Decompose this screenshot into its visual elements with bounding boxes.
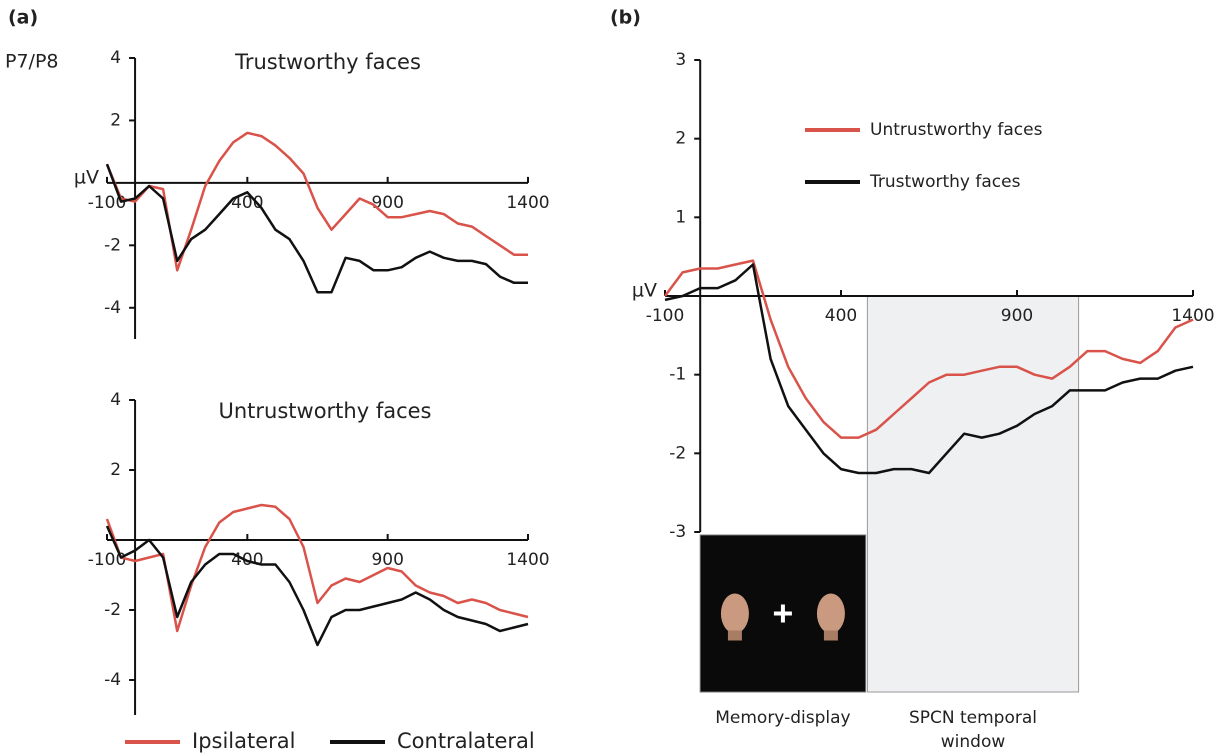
series-line [105, 503, 529, 633]
x-tick-label: 900 [371, 193, 403, 213]
panel-label: (b) [610, 7, 641, 29]
series-line [105, 525, 529, 647]
panel-label: (a) [8, 7, 38, 29]
y-tick-label: -4 [104, 298, 121, 318]
face [816, 593, 845, 634]
y-tick-label: -4 [104, 670, 121, 690]
face [720, 593, 749, 634]
x-tick-label: 1400 [506, 193, 549, 213]
series-line [105, 163, 528, 294]
window-label: SPCN temporal [909, 708, 1037, 728]
x-tick-label: -100 [88, 550, 127, 570]
legend-label: Untrustworthy faces [870, 120, 1043, 140]
x-tick-label: 400 [825, 306, 857, 326]
y-tick-label: -1 [669, 365, 686, 385]
x-tick-label: 400 [231, 193, 263, 213]
x-tick-label: 1400 [506, 550, 549, 570]
series-line [664, 263, 1194, 475]
neck [727, 630, 742, 641]
y-tick-label: 2 [110, 460, 121, 480]
y-tick-label: 1 [675, 207, 686, 227]
x-tick-label: -100 [646, 306, 685, 326]
y-axis-label: µV [74, 166, 99, 188]
inset-label: Memory-display [715, 708, 850, 728]
x-tick-label: 900 [371, 550, 403, 570]
y-tick-label: -3 [669, 522, 686, 542]
y-tick-label: 2 [675, 129, 686, 149]
spcn-window [866, 295, 1080, 693]
legend-label: Contralateral [397, 729, 535, 753]
x-tick-label: -100 [88, 193, 127, 213]
y-tick-label: 2 [110, 110, 121, 130]
y-tick-label: -2 [104, 600, 121, 620]
y-axis-label: µV [632, 280, 657, 302]
chart-title: Untrustworthy faces [218, 399, 431, 423]
y-tick-label: 4 [110, 48, 121, 68]
legend-label: Trustworthy faces [869, 172, 1021, 192]
legend-label: Ipsilateral [192, 729, 296, 753]
series-line [105, 131, 528, 272]
window-label: window [941, 732, 1006, 752]
series-line [663, 259, 1194, 439]
neck [823, 630, 838, 641]
fixation [780, 604, 785, 623]
channel-label: P7/P8 [5, 51, 59, 73]
x-tick-label: 900 [1001, 306, 1033, 326]
chart-title: Trustworthy faces [234, 50, 421, 74]
y-tick-label: -2 [104, 235, 121, 255]
y-tick-label: 4 [110, 390, 121, 410]
y-tick-label: -2 [669, 443, 686, 463]
y-tick-label: 3 [675, 50, 686, 70]
x-tick-label: 1400 [1171, 306, 1214, 326]
